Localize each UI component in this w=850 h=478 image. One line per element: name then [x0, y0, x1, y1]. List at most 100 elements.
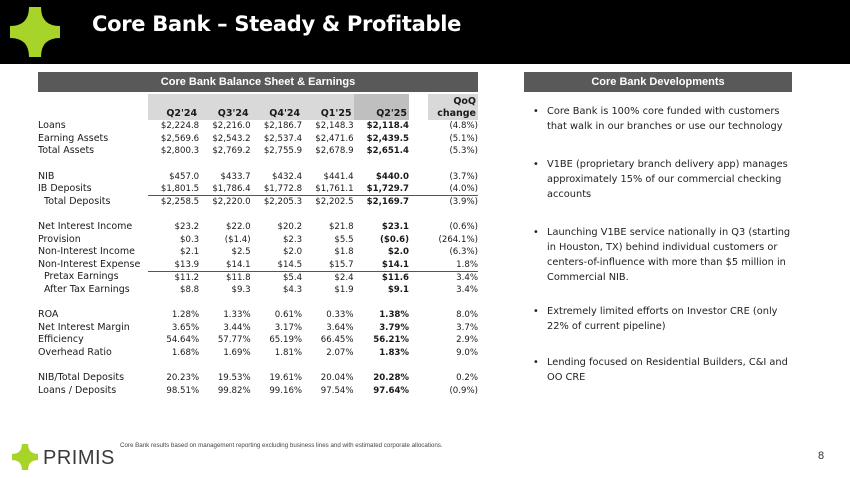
table-row: ROA 1.28% 1.33% 0.61% 0.33% 1.38% 8.0% [38, 309, 478, 322]
column-header: Q4'24 [250, 94, 303, 120]
value-cell: $1,772.8 [250, 182, 303, 197]
value-cell: 1.33% [223, 310, 251, 321]
value-cell: 54.64% [166, 335, 200, 346]
row-label: Loans [38, 120, 66, 132]
qoq-change-cell: (6.3%) [449, 247, 478, 258]
list-item: • Lending focused on Residential Builder… [533, 355, 793, 385]
value-cell: 3.44% [223, 322, 251, 333]
gap-cell [409, 196, 428, 209]
qoq-change-header: QoQ change [428, 94, 478, 120]
current-value-cell: ($0.6) [379, 234, 410, 245]
primis-cross-logo-icon [10, 7, 60, 57]
value-cell: $2,258.5 [160, 197, 200, 208]
gap-cell [409, 258, 429, 272]
value-cell: $2,769.2 [212, 146, 251, 157]
row-label: NIB/Total Deposits [38, 372, 125, 384]
gap-cell [409, 334, 428, 347]
current-value-cell: 97.64% [373, 385, 410, 396]
value-cell: $432.4 [272, 171, 303, 182]
header-spacer [409, 94, 428, 120]
current-value-cell: $2,651.4 [366, 146, 410, 157]
row-label: Provision [38, 233, 81, 245]
qoq-change-cell: 9.0% [456, 347, 478, 358]
gap-cell [409, 271, 428, 284]
value-cell: $2.3 [282, 234, 303, 245]
current-value-cell: $14.1 [353, 258, 410, 272]
value-cell: 1.28% [171, 310, 200, 321]
column-header-current: Q2'25 [353, 94, 410, 120]
value-cell: $433.7 [220, 171, 251, 182]
table-row: Provision $0.3 ($1.4) $2.3 $5.5 ($0.6) (264.1%… [38, 233, 478, 246]
qoq-change-cell: (0.6%) [449, 222, 478, 233]
balance-sheet-section-title: Core Bank Balance Sheet & Earnings [38, 72, 478, 92]
table-row: Pretax Earnings $11.2 $11.8 $5.4 $2.4 $11.6 3.… [38, 271, 478, 284]
value-cell: 66.45% [320, 335, 354, 346]
current-value-cell: $9.1 [387, 285, 410, 296]
value-cell: $1,761.1 [302, 182, 354, 197]
value-cell: $5.4 [282, 272, 303, 283]
table-row: NIB $457.0 $433.7 $432.4 $441.4 $440.0 (3.7%) [38, 170, 478, 183]
gap-cell [409, 221, 428, 234]
current-value-cell: $1,729.7 [353, 182, 410, 197]
current-value-cell: $23.1 [381, 222, 410, 233]
row-label: ROA [38, 309, 59, 321]
value-cell: 2.07% [326, 347, 354, 358]
value-cell: 99.82% [217, 385, 251, 396]
row-label: Non-Interest Expense [38, 258, 141, 270]
column-header: Q2'24 [147, 94, 200, 120]
value-cell: $2.4 [334, 272, 354, 283]
value-cell: $1.9 [334, 285, 354, 296]
bullet-text: Launching V1BE service nationally in Q3 … [547, 227, 791, 283]
row-label: Non-Interest Income [38, 246, 135, 258]
qoq-change-cell: (3.7%) [449, 171, 478, 182]
spacer-row [38, 359, 478, 372]
value-cell: $13.9 [147, 258, 200, 272]
value-cell: $1.8 [334, 247, 354, 258]
value-cell: $5.5 [334, 234, 354, 245]
spacer-row [38, 158, 478, 171]
current-value-cell: 1.83% [379, 347, 410, 358]
value-cell: $9.3 [231, 285, 251, 296]
value-cell: 20.04% [320, 373, 354, 384]
page-title: Core Bank – Steady & Profitable [92, 12, 462, 36]
table-row: IB Deposits $1,801.5 $1,786.4 $1,772.8 $1,76… [38, 182, 478, 197]
value-cell: 0.61% [274, 310, 303, 321]
footnote: Core Bank results based on management re… [120, 442, 443, 449]
table-row: Loans $2,224.8 $2,216.0 $2,186.7 $2,148.3 $2,… [38, 120, 478, 133]
value-cell: $1,786.4 [199, 182, 251, 197]
list-item: • V1BE (proprietary branch delivery app)… [533, 157, 793, 202]
value-cell: $2,186.7 [263, 121, 303, 132]
value-cell: $23.2 [174, 222, 200, 233]
current-value-cell: $2,439.5 [366, 133, 410, 144]
bullet-icon: • [533, 306, 539, 317]
row-label: Net Interest Margin [38, 321, 130, 333]
value-cell: $2,543.2 [212, 133, 251, 144]
value-cell: $22.0 [226, 222, 251, 233]
qoq-header-line: change [437, 108, 476, 119]
value-cell: 1.68% [171, 347, 200, 358]
value-cell: $2.1 [180, 247, 200, 258]
bullet-text: Lending focused on Residential Builders,… [547, 357, 788, 383]
row-label: Earning Assets [38, 132, 109, 144]
value-cell: $8.8 [180, 285, 200, 296]
bullet-text: Extremely limited efforts on Investor CR… [547, 306, 778, 332]
header-bar: Core Bank – Steady & Profitable [0, 0, 850, 64]
value-cell: $441.4 [323, 171, 354, 182]
current-value-cell: $2.0 [387, 247, 410, 258]
value-cell: 20.23% [166, 373, 200, 384]
spacer-row [38, 208, 478, 221]
primis-footer-cross-icon [12, 444, 38, 470]
qoq-change-cell: 3.4% [456, 285, 478, 296]
table-row: Net Interest Margin 3.65% 3.44% 3.17% 3.64% 3… [38, 322, 478, 335]
table-row: Earning Assets $2,569.6 $2,543.2 $2,537.4 $2… [38, 133, 478, 146]
value-cell: 65.19% [269, 335, 303, 346]
value-cell: $2.5 [231, 247, 251, 258]
gap-cell [409, 347, 428, 360]
value-cell: $20.2 [277, 222, 303, 233]
page-number: 8 [818, 450, 825, 462]
row-label: After Tax Earnings [44, 284, 130, 296]
gap-cell [409, 170, 428, 183]
qoq-change-cell: (5.1%) [449, 133, 478, 144]
qoq-change-cell: 1.8% [428, 258, 478, 272]
current-value-cell: $440.0 [375, 171, 410, 182]
